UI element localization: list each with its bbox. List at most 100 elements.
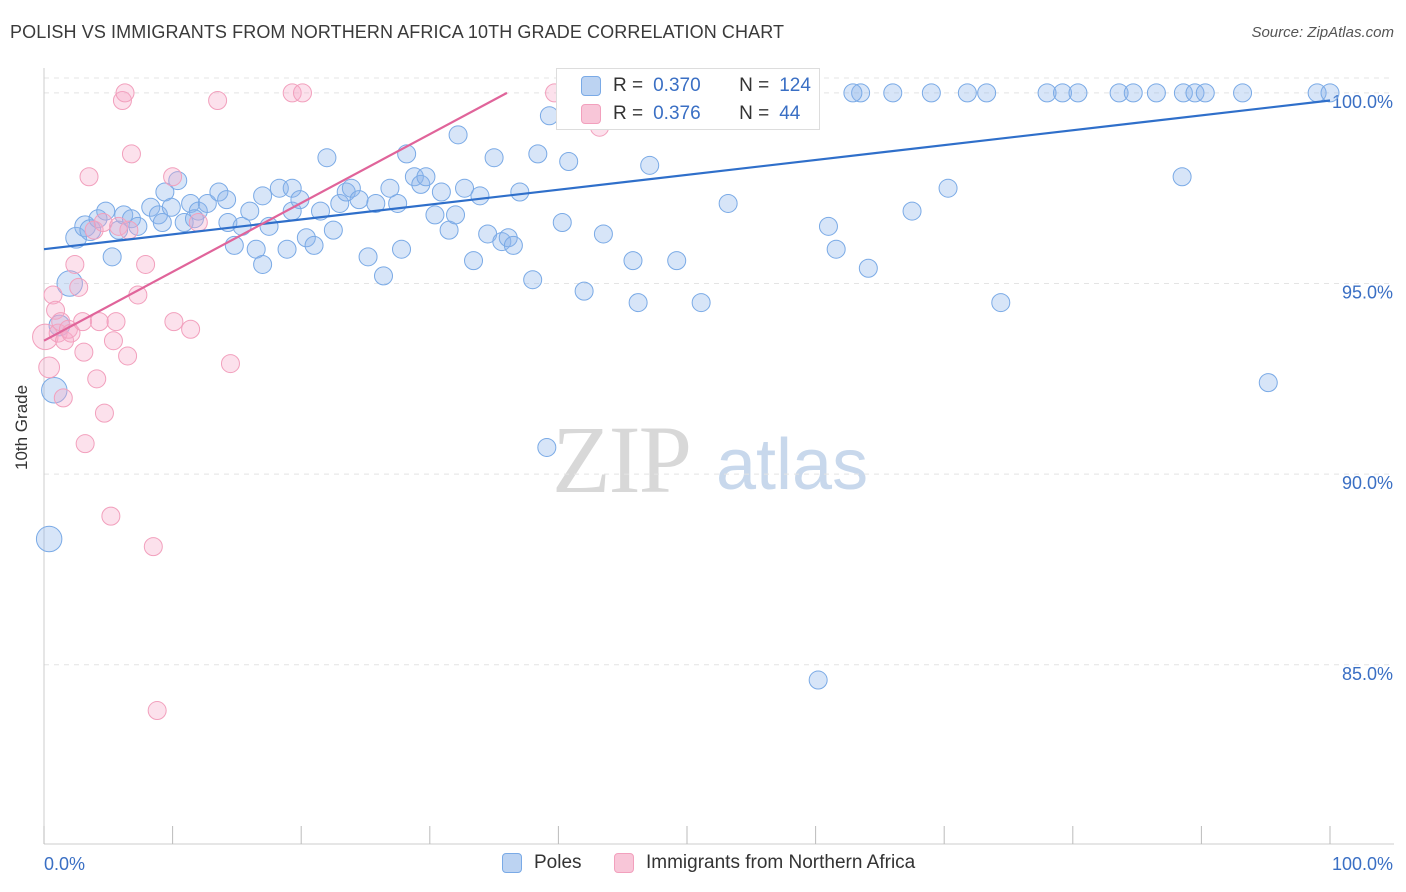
poles-point [184, 209, 204, 229]
poles-point [1185, 83, 1205, 103]
legend-label-poles: Poles [534, 852, 582, 873]
y-tick-label: 90.0% [1342, 473, 1393, 493]
immigrants-r-value: 0.376 [653, 103, 701, 124]
poles-point [282, 178, 302, 198]
x-tick-label: 0.0% [44, 854, 85, 874]
legend-swatch-poles [502, 853, 522, 873]
stats-row-immigrants: R = 0.376 N = 44 [581, 100, 801, 128]
poles-point [161, 197, 181, 217]
poles-point [446, 205, 466, 225]
poles-point [1146, 83, 1166, 103]
poles-point [366, 193, 386, 213]
immigrants-point [65, 254, 85, 274]
immigrants-point [188, 213, 208, 233]
poles-point [510, 182, 530, 202]
poles-point [1195, 83, 1215, 103]
immigrants-point [164, 312, 184, 332]
immigrants-point [147, 701, 167, 721]
poles-point [277, 239, 297, 259]
poles-point [349, 190, 369, 210]
immigrants-point [106, 312, 126, 332]
poles-point [902, 201, 922, 221]
poles-point [1320, 83, 1340, 103]
immigrants-point [118, 346, 138, 366]
poles-point [484, 148, 504, 168]
immigrants-n-value: 44 [779, 103, 801, 124]
poles-point [1233, 83, 1253, 103]
poles-n-value: 124 [779, 75, 811, 96]
poles-point [96, 201, 116, 221]
poles-point [35, 525, 63, 553]
immigrants-point [109, 216, 129, 236]
immigrants-point [181, 319, 201, 339]
immigrants-point [89, 312, 109, 332]
poles-point [1258, 373, 1278, 393]
immigrants-point [38, 356, 61, 379]
poles-point [503, 235, 523, 255]
poles-point [640, 155, 660, 175]
immigrants-point [292, 83, 312, 103]
poles-point [691, 293, 711, 313]
poles-point [1037, 83, 1057, 103]
poles-point [455, 178, 475, 198]
poles-point [380, 178, 400, 198]
poles-point [552, 213, 572, 233]
legend-label-immigrants: Immigrants from Northern Africa [646, 852, 916, 873]
poles-point [957, 83, 977, 103]
immigrants-point [43, 285, 63, 305]
chart-title: POLISH VS IMMIGRANTS FROM NORTHERN AFRIC… [10, 22, 785, 42]
y-axis-title: 10th Grade [12, 384, 31, 470]
poles-point [317, 148, 337, 168]
poles-point [448, 125, 468, 145]
poles-point [464, 251, 484, 271]
stats-row-poles: R = 0.370 N = 124 [581, 72, 811, 100]
poles-point [323, 220, 343, 240]
poles-point [152, 213, 172, 233]
immigrants-point [136, 254, 156, 274]
poles-point [1173, 83, 1193, 103]
poles-point [197, 193, 217, 213]
poles-point [818, 216, 838, 236]
poles-point [79, 219, 102, 242]
poles-point [310, 201, 330, 221]
poles-point [217, 190, 237, 210]
poles-point [574, 281, 594, 301]
poles-point [1172, 167, 1192, 187]
poles-point [168, 171, 188, 191]
immigrants-swatch [581, 104, 601, 124]
poles-point [1053, 83, 1073, 103]
legend: Poles Immigrants from Northern Africa [0, 850, 1406, 880]
immigrants-r-label: R = [613, 103, 644, 124]
immigrants-point [115, 83, 135, 103]
poles-point [808, 670, 828, 690]
legend-item-poles: Poles [502, 852, 582, 874]
poles-point [528, 144, 548, 164]
immigrants-point [46, 300, 66, 320]
poles-point [102, 247, 122, 267]
immigrants-point [79, 167, 99, 187]
poles-point [991, 293, 1011, 313]
poles-point [1068, 83, 1088, 103]
poles-point [425, 205, 445, 225]
poles-point [628, 293, 648, 313]
poles-point [41, 377, 68, 404]
poles-point [358, 247, 378, 267]
immigrants-point [55, 331, 75, 351]
immigrants-point [121, 144, 141, 164]
poles-point [240, 201, 260, 221]
poles-point [392, 239, 412, 259]
y-tick-label: 85.0% [1342, 664, 1393, 684]
immigrants-point [73, 312, 93, 332]
legend-swatch-immigrants [614, 853, 634, 873]
poles-point [304, 235, 324, 255]
poles-point [416, 167, 436, 187]
immigrants-point [74, 342, 94, 362]
immigrants-n-label: N = [739, 103, 770, 124]
immigrants-point [93, 213, 113, 233]
immigrants-point [119, 220, 139, 240]
poles-point [977, 83, 997, 103]
poles-point [667, 251, 687, 271]
poles-trend-line [43, 99, 1331, 251]
poles-swatch [581, 76, 601, 96]
